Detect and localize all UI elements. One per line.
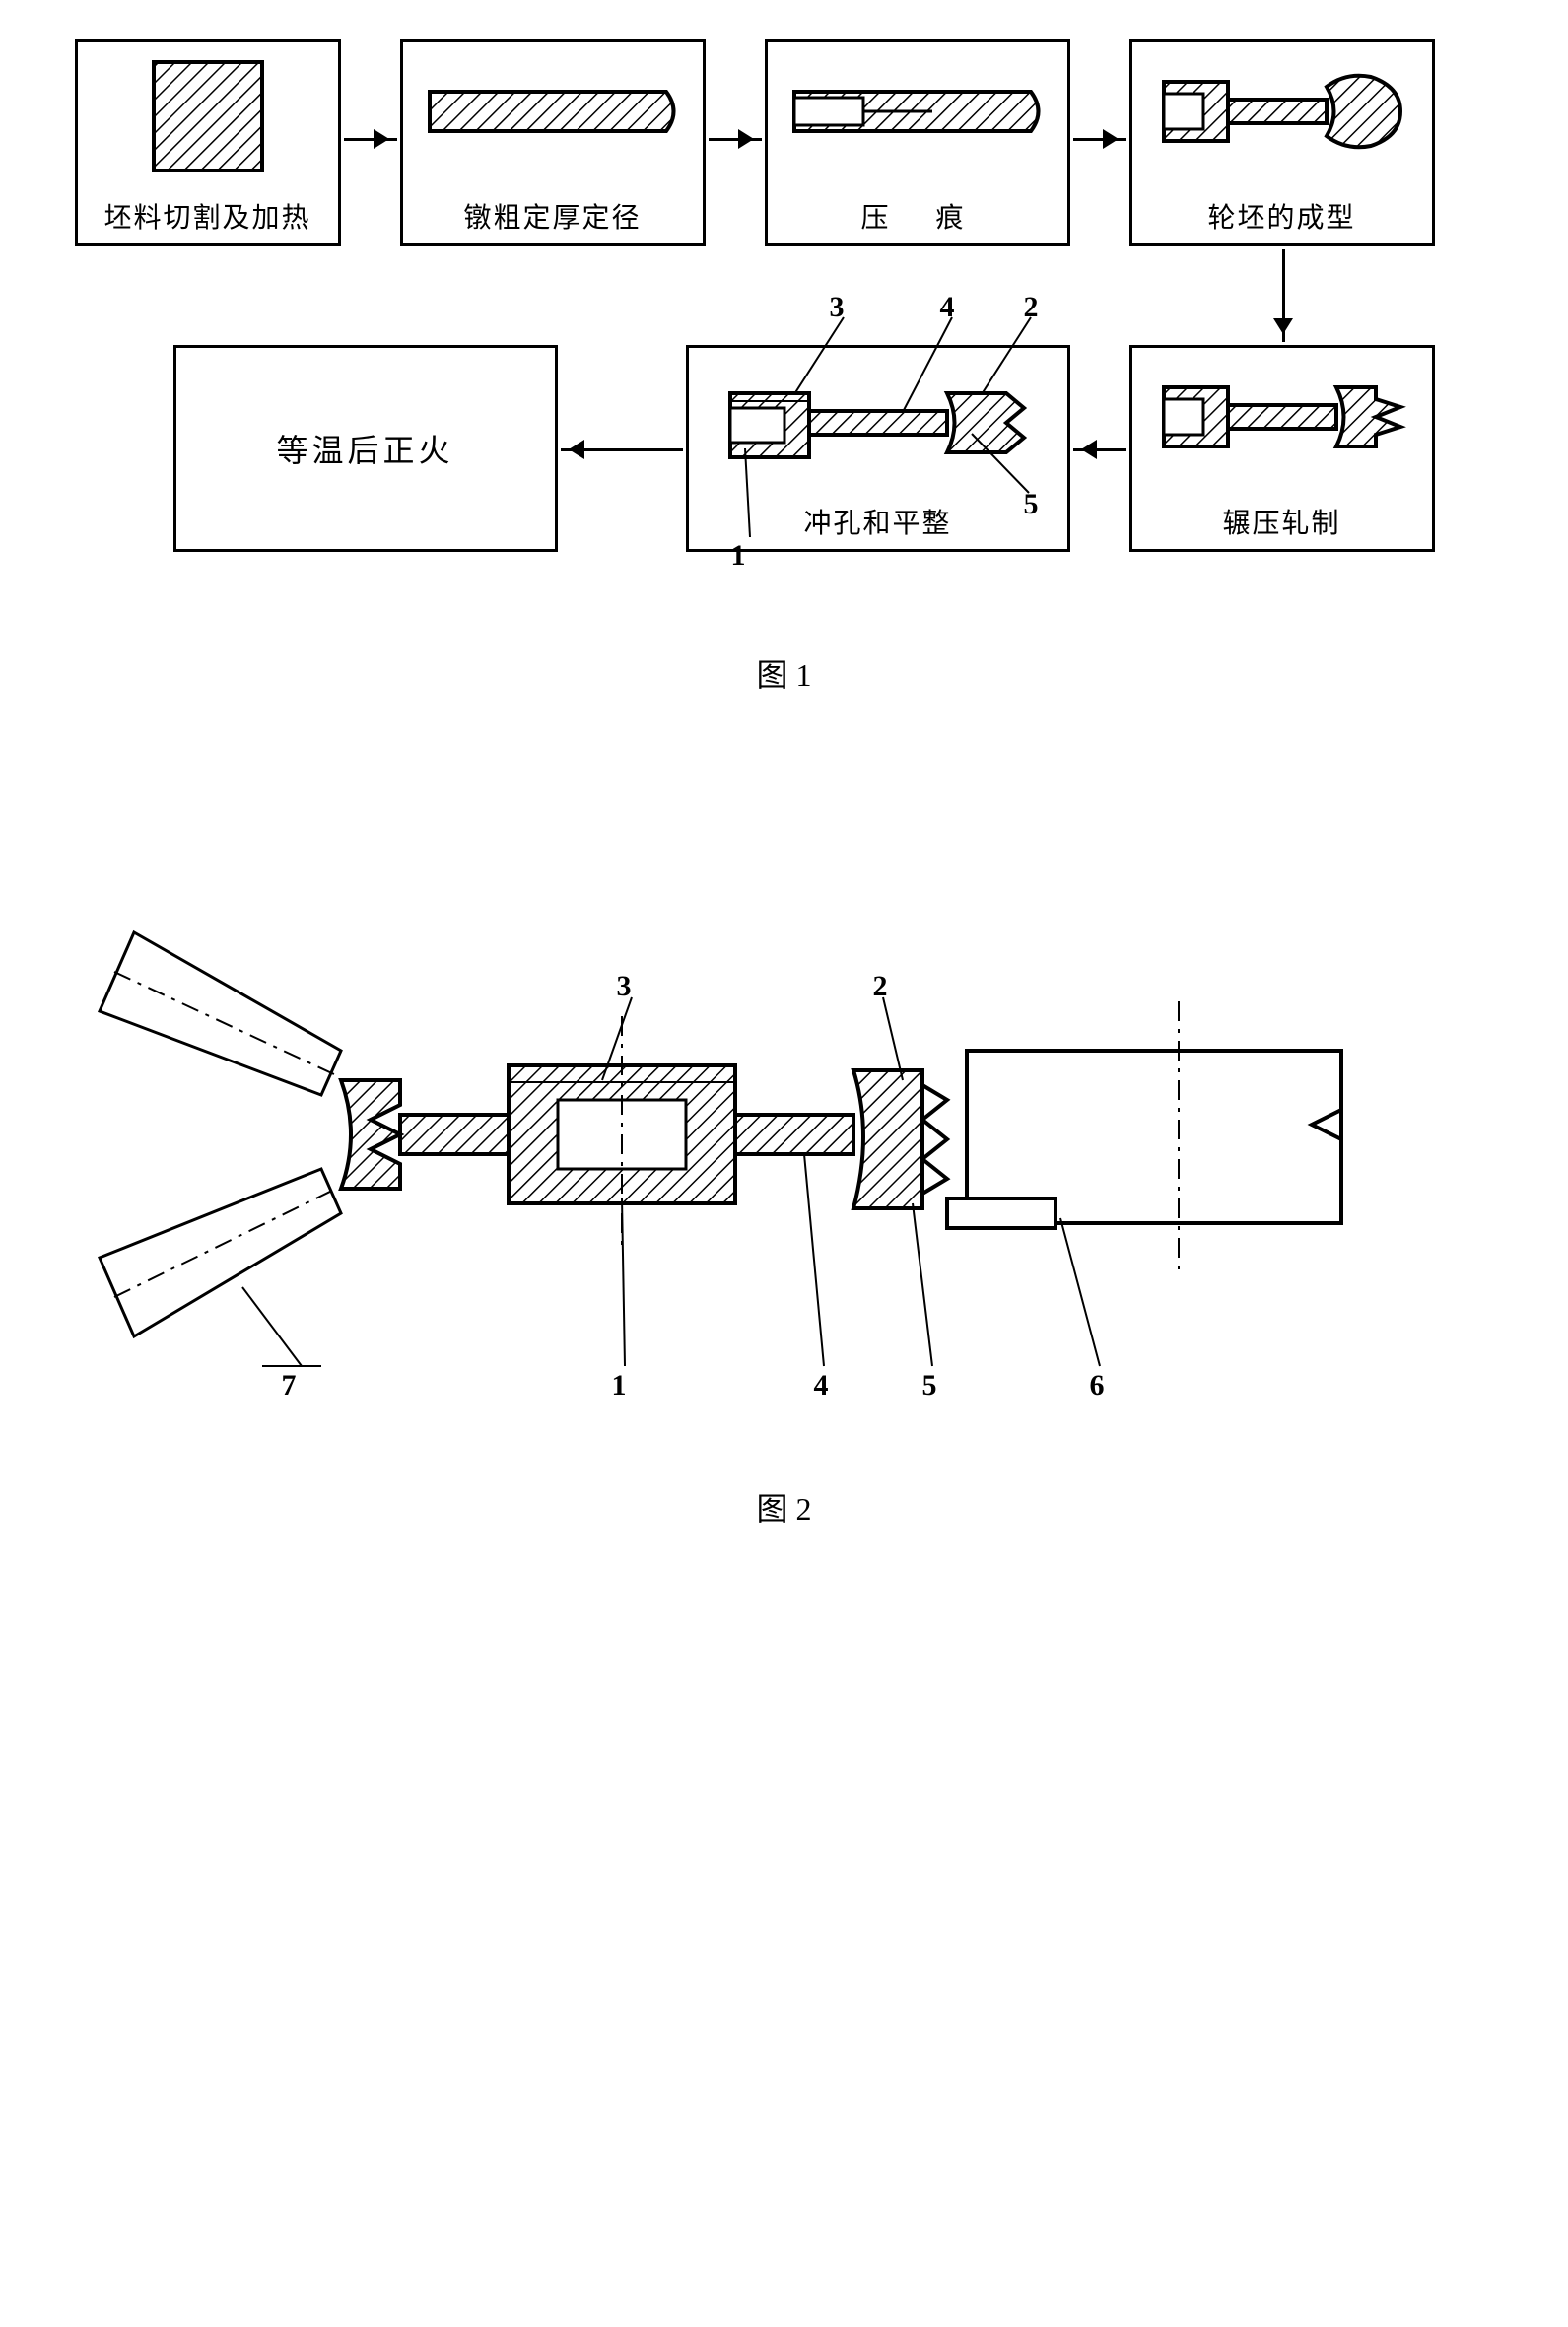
arrow-1-2: [344, 138, 397, 141]
figure-1: 坯料切割及加热 镦粗定厚定径 压 痕: [39, 39, 1529, 696]
step7-label: 等温后正火: [276, 426, 453, 471]
callout-num-2: 2: [1024, 291, 1039, 324]
left-rim: [341, 1080, 400, 1189]
fig1-canvas: 坯料切割及加热 镦粗定厚定径 压 痕: [65, 39, 1504, 591]
figure-2: 3 2 7 1 4 5 6 图 2: [39, 873, 1529, 1530]
fig2-num-2: 2: [873, 970, 888, 1003]
step-box-3: 压 痕: [765, 39, 1070, 246]
callout-num-4: 4: [940, 291, 955, 324]
upper-cone-roller: [100, 932, 341, 1095]
step1-label: 坯料切割及加热: [78, 196, 338, 236]
step5-label: 辗压轧制: [1132, 502, 1432, 541]
step-box-6: 冲孔和平整: [686, 345, 1070, 552]
arrow-5-6: [1073, 448, 1126, 451]
right-web: [735, 1115, 853, 1154]
step-box-5: 辗压轧制: [1129, 345, 1435, 552]
main-roller: [947, 1001, 1341, 1277]
callout-num-1: 1: [731, 539, 746, 573]
step-box-4: 轮坯的成型: [1129, 39, 1435, 246]
step6-label: 冲孔和平整: [689, 502, 1067, 541]
fig2-drawing: [65, 873, 1504, 1425]
step4-drawing: [1149, 52, 1415, 180]
fig2-num-1: 1: [612, 1369, 627, 1403]
step-box-1: 坯料切割及加热: [75, 39, 341, 246]
left-web: [400, 1115, 509, 1154]
step4-label: 轮坯的成型: [1132, 196, 1432, 236]
fig2-num-7: 7: [282, 1369, 297, 1403]
fig1-caption: 图 1: [39, 650, 1529, 696]
fig2-num-6: 6: [1090, 1369, 1105, 1403]
lower-cone-roller: [100, 1169, 341, 1336]
right-rim: [853, 1070, 947, 1208]
arrow-4-5: [1282, 249, 1285, 342]
step2-drawing: [420, 52, 686, 180]
step-box-7: 等温后正火: [173, 345, 558, 552]
step3-label: 压 痕: [768, 196, 1067, 236]
callout-num-5: 5: [1024, 488, 1039, 521]
step-box-2: 镦粗定厚定径: [400, 39, 706, 246]
fig2-num-5: 5: [922, 1369, 937, 1403]
step2-label: 镦粗定厚定径: [403, 196, 703, 236]
fig2-num-4: 4: [814, 1369, 829, 1403]
step5-drawing: [1149, 358, 1415, 486]
fig2-caption: 图 2: [39, 1484, 1529, 1530]
callout-num-3: 3: [830, 291, 845, 324]
fig2-canvas: 3 2 7 1 4 5 6: [65, 873, 1504, 1425]
arrow-2-3: [709, 138, 762, 141]
arrow-6-7: [561, 448, 683, 451]
step6-drawing: [711, 354, 1046, 502]
step1-drawing: [134, 52, 282, 180]
fig2-num-3: 3: [617, 970, 632, 1003]
arrow-3-4: [1073, 138, 1126, 141]
step3-drawing: [784, 52, 1051, 180]
